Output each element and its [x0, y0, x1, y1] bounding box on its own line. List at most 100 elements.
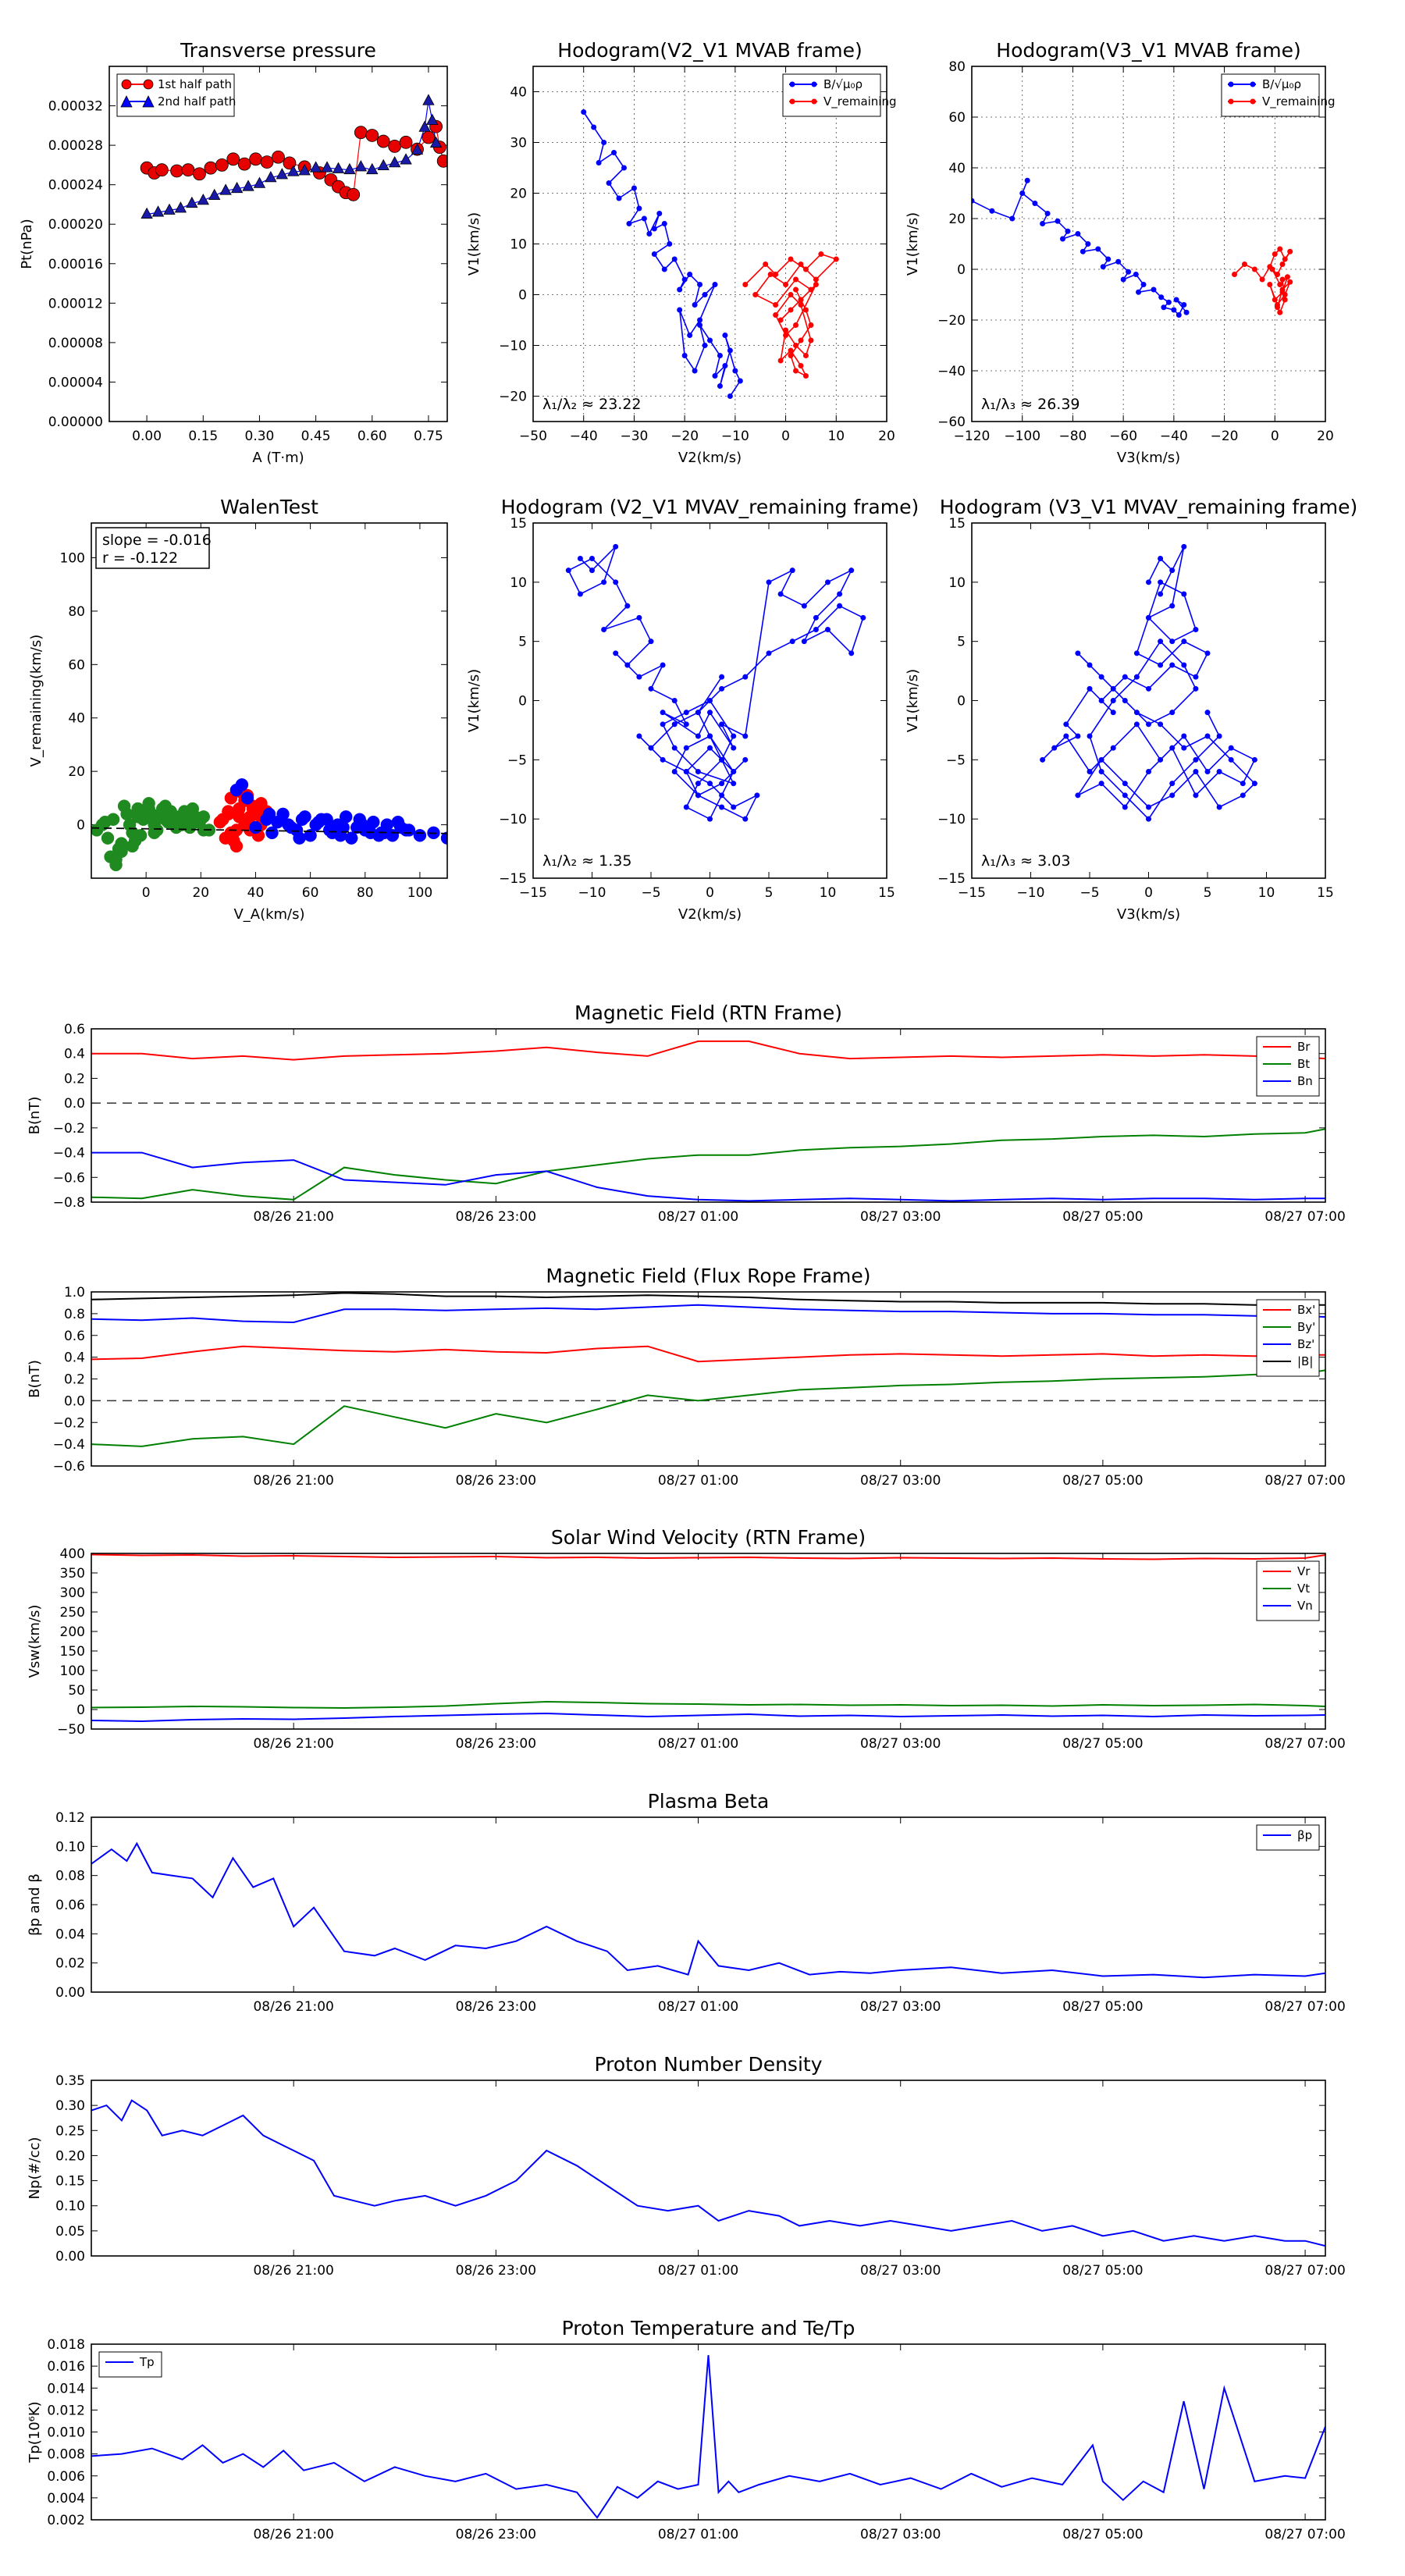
hodogram_v2_v1_mvab-point: [798, 302, 804, 308]
hodogram_v3_v1_mvav-point: [1098, 769, 1104, 774]
proton_density-xtick-label: 08/26 21:00: [253, 2263, 333, 2279]
hodogram_v3_v1_mvav-plot-area: [1040, 543, 1257, 822]
solar_wind-legend-label: Vn: [1297, 1599, 1313, 1613]
solar_wind-ytick-label: 150: [60, 1644, 85, 1660]
hodogram_v2_v1_mvav-point: [719, 721, 725, 728]
solar_wind-ytick-label: 100: [60, 1663, 85, 1679]
hodogram_v2_v1_mvav-ytick-label: 10: [510, 575, 527, 591]
plasma_beta-chart: 08/26 21:00 08/26 23:00 08/27 01:00 08/27 0…: [27, 1790, 1346, 2015]
hodogram_v3_v1_mvav-point: [1181, 745, 1187, 751]
hodogram_v3_v1_mvab-point: [1282, 256, 1288, 262]
hodogram_v3_v1_mvab-point: [1161, 304, 1167, 311]
mag_rtn-ytick-label: −0.4: [53, 1146, 85, 1162]
walen_test-point-group3: [315, 813, 328, 826]
hodogram_v2_v1_mvab-point: [798, 297, 804, 303]
walen_test-point-group3: [400, 824, 413, 837]
transverse_pressure-point-2nd: [418, 120, 431, 132]
hodogram_v2_v1_mvab-point: [697, 317, 703, 323]
hodogram_v2_v1_mvab-point: [722, 363, 728, 368]
mag_fluxrope-plot-area: [91, 1292, 1325, 1447]
transverse_pressure-frame: [108, 66, 448, 422]
walen_test-annotation-frame: [95, 527, 210, 569]
hodogram_v3_v1_mvav-point: [1251, 756, 1257, 763]
hodogram_v2_v1_mvav-point: [825, 627, 831, 632]
walen_test-xtick-label: 60: [302, 885, 319, 901]
mag_rtn-ytick-label: −0.8: [53, 1195, 85, 1211]
hodogram_v2_v1_mvab-point: [717, 383, 723, 389]
hodogram_v2_v1_mvav-point: [801, 603, 807, 609]
hodogram_v2_v1_mvav-point: [742, 816, 749, 822]
hodogram_v3_v1_mvav-point: [1169, 745, 1176, 751]
walen_test-xtick-label: 100: [407, 885, 432, 901]
transverse_pressure-point-2nd: [411, 143, 424, 155]
proton_temperature-plot-area: [91, 2355, 1325, 2519]
hodogram_v3_v1_mvab-ytick-label: 0: [957, 262, 966, 278]
hodogram_v3_v1_mvav-point: [1181, 639, 1187, 645]
hodogram_v3_v1_mvab-point: [1241, 262, 1247, 267]
hodogram_v2_v1_mvav-xtick-label: −10: [578, 885, 606, 901]
hodogram_v3_v1_mvav-point: [1146, 769, 1151, 774]
walen_test-point-group3: [293, 831, 306, 845]
mag_rtn-ylabel: B(nT): [27, 1097, 43, 1135]
hodogram_v2_v1_mvab-ytick-label: 10: [510, 237, 527, 253]
transverse_pressure-point-2nd: [429, 136, 443, 148]
walen_test-xtick-label: 20: [192, 885, 209, 901]
hodogram_v3_v1_mvab-point: [1267, 282, 1273, 287]
transverse_pressure-point-1st: [376, 134, 390, 148]
hodogram_v3_v1_mvab-point: [1232, 272, 1238, 277]
hodogram_v3_v1_mvav-point: [1087, 685, 1093, 692]
proton_density-xtick-label: 08/27 01:00: [658, 2263, 738, 2279]
hodogram_v3_v1_mvab-point: [1277, 309, 1283, 315]
hodogram_v3_v1_mvab-point: [1277, 282, 1283, 287]
transverse_pressure-legend: 1st half path 2nd half path: [116, 73, 236, 117]
plasma_beta-ytick-label: 0.02: [55, 1956, 85, 1972]
hodogram_v2_v1_mvav-point: [648, 745, 654, 751]
mag_rtn-ytick-label: 0.0: [64, 1096, 85, 1112]
hodogram_v2_v1_mvab-ylabel: V1(km/s): [466, 212, 482, 276]
walen_test-point-group3: [440, 831, 447, 845]
hodogram_v2_v1_mvav-point: [683, 769, 689, 774]
hodogram_v2_v1_mvav-point: [695, 769, 701, 774]
hodogram_v3_v1_mvab-legend-marker: [1228, 81, 1234, 87]
solar_wind-ytick-label: 0: [76, 1703, 85, 1718]
mag_fluxrope-ytick-label: 0.6: [64, 1329, 85, 1344]
hodogram_v2_v1_mvab-point: [656, 211, 663, 216]
hodogram_v2_v1_mvab-point: [636, 205, 642, 212]
hodogram_v3_v1_mvav-point: [1158, 579, 1164, 585]
hodogram_v3_v1_mvav-point: [1098, 756, 1104, 763]
hodogram_v2_v1_mvab-legend-marker: [789, 81, 795, 87]
mag_fluxrope-legend-label: |B|: [1297, 1354, 1313, 1368]
transverse_pressure-point-1st: [436, 154, 447, 168]
hodogram_v3_v1_mvab-legend-label: B/√μ₀ρ: [1262, 77, 1301, 91]
transverse_pressure-point-2nd: [332, 162, 345, 173]
walen_test-point-group2: [213, 815, 227, 829]
hodogram_v3_v1_mvab-legend-box: [1221, 73, 1320, 117]
hodogram_v2_v1_mvab-point: [667, 241, 673, 247]
transverse_pressure-point-1st: [226, 152, 240, 166]
walen_test-xlabel: V_A(km/s): [233, 906, 304, 923]
plasma_beta-xtick-label: 08/27 05:00: [1062, 1999, 1143, 2015]
hodogram_v2_v1_mvab-title: Hodogram(V2_V1 MVAB frame): [557, 39, 862, 62]
hodogram_v3_v1_mvav-point: [1169, 662, 1176, 668]
hodogram_v3_v1_mvav-point: [1133, 721, 1140, 728]
transverse_pressure-xtick-label: 0.15: [188, 429, 218, 444]
transverse_pressure-xtick-label: 0.75: [414, 429, 443, 444]
proton_temperature-ytick-label: 0.002: [47, 2513, 85, 2528]
hodogram_v2_v1_mvav-point: [613, 579, 619, 585]
hodogram_v3_v1_mvav-point: [1193, 674, 1199, 680]
mag_rtn-xtick-label: 08/26 21:00: [253, 1209, 333, 1225]
solar_wind-ytick-label: 300: [60, 1585, 85, 1601]
hodogram_v2_v1_mvav-point: [695, 733, 701, 739]
hodogram_v3_v1_mvav-point: [1158, 721, 1164, 728]
hodogram_v3_v1_mvav-point: [1169, 781, 1176, 787]
hodogram_v3_v1_mvav-point: [1051, 745, 1058, 751]
transverse_pressure-point-1st: [365, 129, 379, 142]
mag_fluxrope-chart: 08/26 21:00 08/26 23:00 08/27 01:00 08/27 0…: [27, 1265, 1346, 1489]
hodogram_v2_v1_mvav-point: [695, 792, 701, 799]
hodogram_v3_v1_mvav-point: [1146, 614, 1151, 621]
hodogram_v3_v1_mvav-xlabel: V3(km/s): [1117, 906, 1180, 923]
hodogram_v2_v1_mvab-series-line-0: [583, 112, 742, 397]
hodogram_v3_v1_mvab-plot-area: [972, 177, 1293, 318]
hodogram_v3_v1_mvav-point: [1098, 698, 1104, 703]
